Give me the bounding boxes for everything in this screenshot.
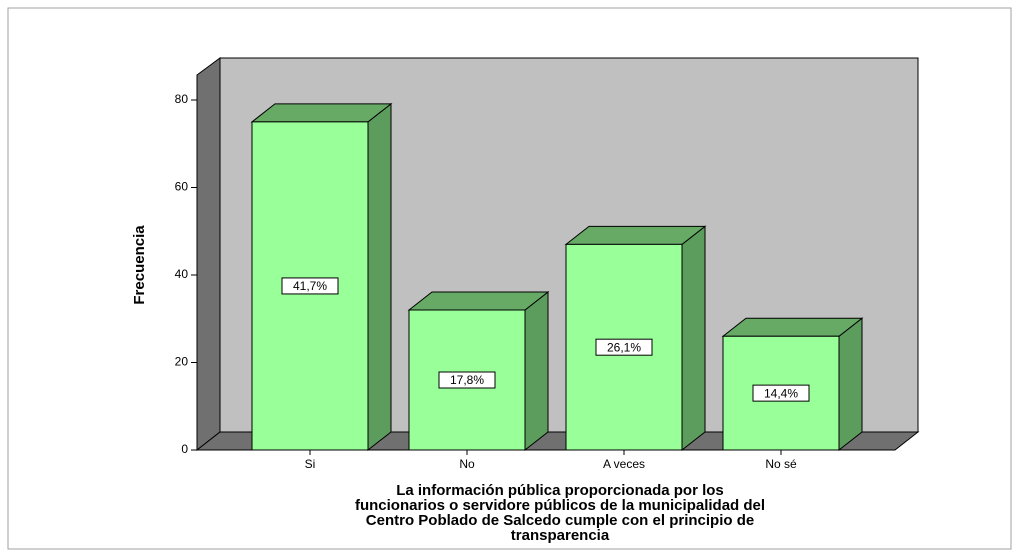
percentage-label: 17,8% bbox=[450, 373, 484, 387]
y-tick-label: 20 bbox=[175, 355, 189, 369]
x-axis-label: Centro Poblado de Salcedo cumple con el … bbox=[366, 512, 754, 529]
bar-top bbox=[407, 291, 550, 311]
bar-side bbox=[524, 290, 549, 452]
percentage-label: 26,1% bbox=[607, 340, 641, 354]
percentage-label: 41,7% bbox=[293, 279, 327, 293]
y-axis-label: Frecuencia bbox=[131, 225, 148, 305]
percentage-label-box bbox=[752, 384, 810, 402]
bar-side bbox=[681, 225, 706, 452]
bar-top bbox=[250, 103, 393, 123]
y-tick-label: 80 bbox=[175, 92, 189, 106]
bar-side bbox=[367, 102, 392, 452]
bar-side bbox=[838, 317, 863, 452]
x-tick-label: A veces bbox=[603, 457, 645, 471]
percentage-label-box bbox=[595, 338, 653, 356]
x-tick-label: No sé bbox=[765, 457, 797, 471]
x-axis-label: funcionarios o servidore públicos de la … bbox=[355, 497, 765, 514]
side-wall bbox=[196, 57, 221, 452]
x-axis-label: transparencia bbox=[511, 527, 610, 544]
y-tick-label: 40 bbox=[175, 267, 189, 281]
y-tick-label: 60 bbox=[175, 180, 189, 194]
bar-top bbox=[721, 317, 864, 337]
x-tick-label: Si bbox=[305, 457, 316, 471]
y-tick-label: 0 bbox=[181, 442, 188, 456]
percentage-label: 14,4% bbox=[764, 386, 798, 400]
x-tick-label: No bbox=[459, 457, 475, 471]
percentage-label-box bbox=[438, 371, 496, 389]
bar-top bbox=[564, 225, 707, 245]
x-axis-label: La información pública proporcionada por… bbox=[396, 482, 724, 499]
percentage-label-box bbox=[281, 277, 339, 295]
